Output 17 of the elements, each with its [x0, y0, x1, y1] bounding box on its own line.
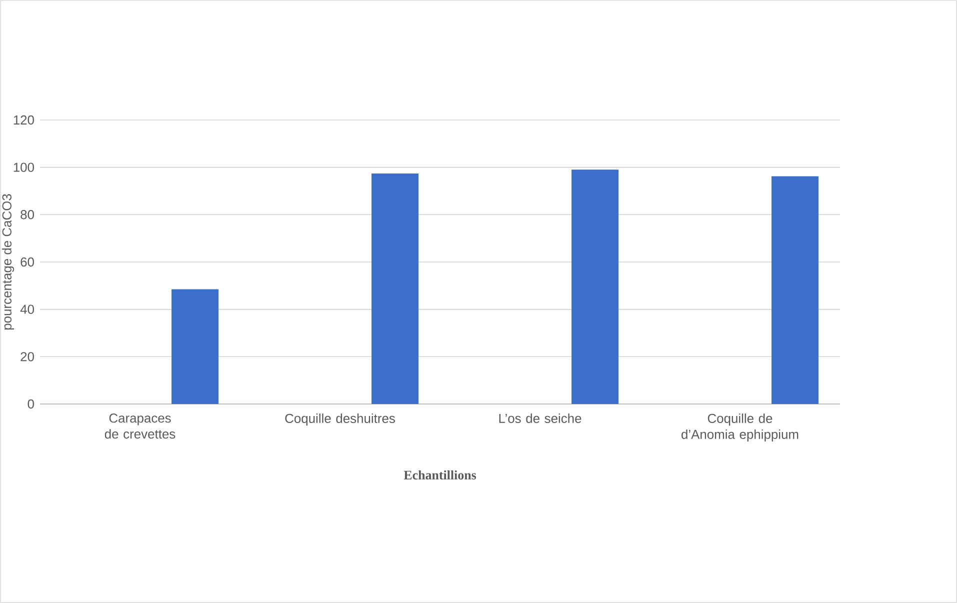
x-tick-label: Coquille deshuitres — [285, 414, 395, 426]
y-tick-label: 40 — [20, 304, 34, 314]
x-tick-label: Carapaces de crevettes — [104, 414, 176, 439]
y-tick-label: 60 — [20, 257, 34, 267]
x-tick-label: L’os de seiche — [499, 414, 582, 424]
x-tick-label: Coquille de d’Anomia ephippium — [682, 414, 798, 442]
y-axis-title: pourcentage de CaCO3 — [2, 194, 14, 330]
bar — [772, 176, 819, 404]
y-tick-label: 80 — [20, 210, 34, 220]
y-tick-label: 120 — [14, 115, 34, 125]
x-axis-title: Echantillions — [404, 470, 476, 480]
y-tick-label: 100 — [14, 162, 34, 172]
bar — [572, 170, 619, 404]
y-tick-label: 20 — [20, 352, 34, 362]
bar — [172, 289, 219, 404]
bar — [372, 173, 419, 404]
y-tick-label: 0 — [28, 399, 34, 409]
